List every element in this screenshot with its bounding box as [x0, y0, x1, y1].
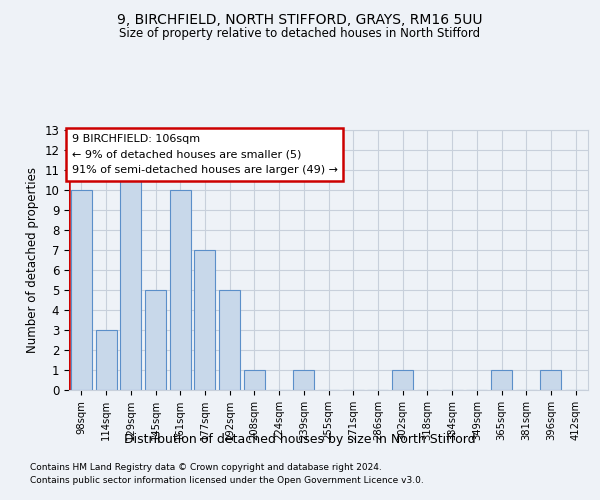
- Text: 9 BIRCHFIELD: 106sqm
← 9% of detached houses are smaller (5)
91% of semi-detache: 9 BIRCHFIELD: 106sqm ← 9% of detached ho…: [71, 134, 338, 175]
- Bar: [541, 370, 562, 390]
- Bar: [491, 370, 512, 390]
- Bar: [392, 370, 413, 390]
- Bar: [244, 370, 265, 390]
- Bar: [293, 370, 314, 390]
- Bar: [194, 250, 215, 390]
- Text: Contains HM Land Registry data © Crown copyright and database right 2024.: Contains HM Land Registry data © Crown c…: [30, 462, 382, 471]
- Text: Contains public sector information licensed under the Open Government Licence v3: Contains public sector information licen…: [30, 476, 424, 485]
- Text: Distribution of detached houses by size in North Stifford: Distribution of detached houses by size …: [124, 432, 476, 446]
- Bar: [219, 290, 240, 390]
- Bar: [71, 190, 92, 390]
- Bar: [170, 190, 191, 390]
- Y-axis label: Number of detached properties: Number of detached properties: [26, 167, 39, 353]
- Bar: [95, 330, 116, 390]
- Text: 9, BIRCHFIELD, NORTH STIFFORD, GRAYS, RM16 5UU: 9, BIRCHFIELD, NORTH STIFFORD, GRAYS, RM…: [117, 12, 483, 26]
- Bar: [120, 170, 141, 390]
- Text: Size of property relative to detached houses in North Stifford: Size of property relative to detached ho…: [119, 28, 481, 40]
- Bar: [145, 290, 166, 390]
